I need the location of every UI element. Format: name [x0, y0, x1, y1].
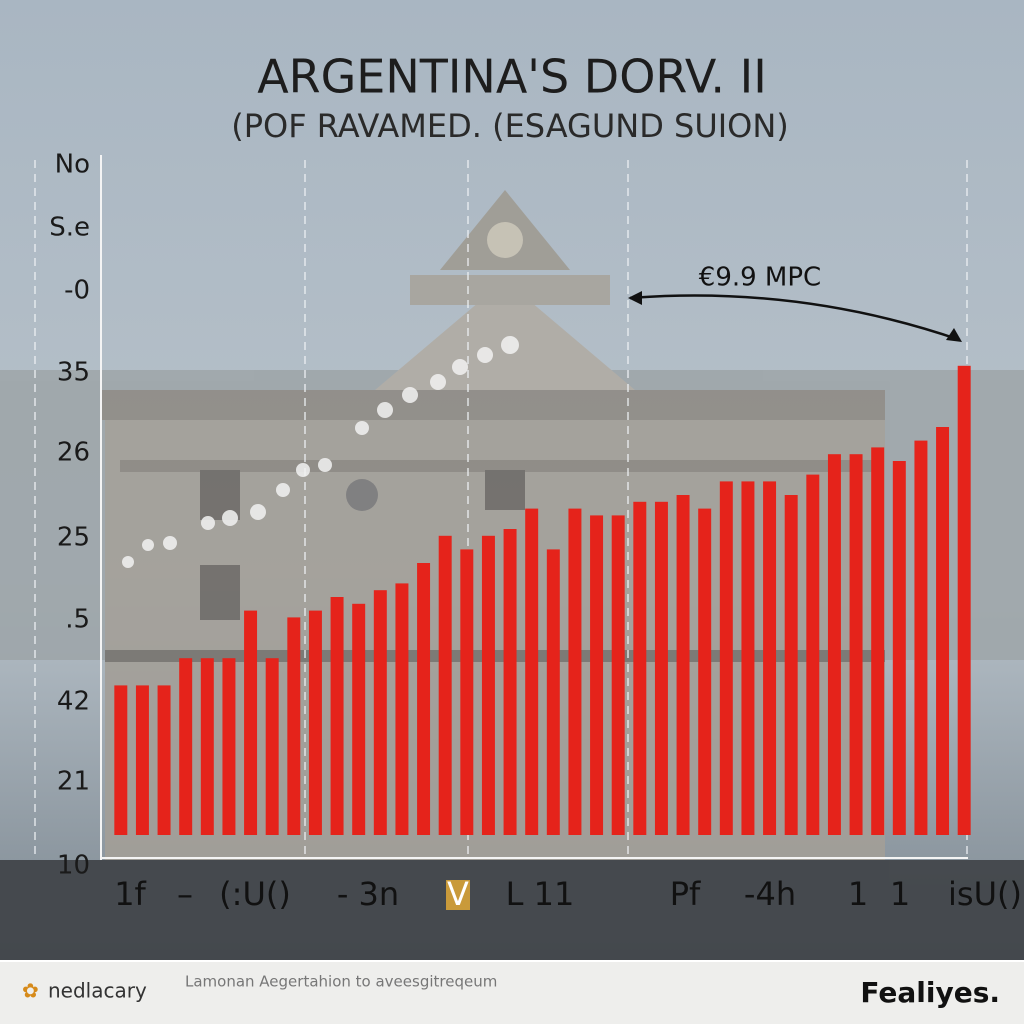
x-label-box	[446, 880, 470, 910]
bar	[417, 563, 431, 835]
trend-dots	[122, 336, 519, 568]
y-axis-label: 10	[57, 851, 90, 881]
bar	[633, 501, 647, 835]
arrowhead	[946, 328, 962, 342]
bar	[157, 685, 171, 835]
y-axis-label: 25	[57, 523, 90, 553]
bar	[698, 508, 712, 835]
bar	[568, 508, 582, 835]
y-axis-label: 42	[57, 687, 90, 717]
x-axis-label: isU()	[948, 875, 1022, 913]
bar	[308, 610, 322, 835]
x-axis-label: L 11	[506, 875, 575, 913]
bar	[849, 454, 863, 835]
x-axis-label: 1f	[114, 875, 146, 913]
bar	[373, 590, 387, 835]
bar	[590, 515, 604, 835]
bar	[546, 549, 560, 835]
bar	[330, 597, 344, 835]
bar	[525, 508, 539, 835]
y-axis-label: .5	[65, 605, 90, 635]
chart-title: ARGENTINA'S DORV. II	[257, 50, 767, 104]
bar	[481, 535, 495, 835]
x-axis-label: - 3n	[337, 875, 399, 913]
bar	[265, 658, 279, 835]
footer-brand-right: Fealiyes.	[860, 976, 1000, 1009]
bar	[135, 685, 149, 835]
bar	[914, 440, 928, 835]
chart-subtitle: (POF RAVAMED. (ESAGUND SUION)	[231, 107, 789, 145]
bar	[936, 427, 950, 835]
x-axis-label: (:U()	[219, 875, 291, 913]
bar	[503, 529, 517, 835]
bar	[719, 481, 733, 835]
x-axis-label: Pf	[670, 875, 701, 913]
bar	[676, 495, 690, 835]
bar	[611, 515, 625, 835]
x-axis-label: –	[177, 875, 193, 913]
bar	[244, 610, 258, 835]
bar	[395, 583, 409, 835]
bar	[179, 658, 193, 835]
bar	[460, 549, 474, 835]
y-axis-label: No	[55, 150, 90, 180]
bar	[352, 603, 366, 835]
bar	[784, 495, 798, 835]
bar	[114, 685, 128, 835]
bar	[654, 501, 668, 835]
footer-logo: ✿	[22, 979, 39, 1003]
bar	[200, 658, 214, 835]
x-axis-label: V	[447, 875, 469, 913]
y-axis-label: -0	[64, 276, 90, 306]
bar	[957, 365, 971, 835]
bar	[892, 461, 906, 835]
annotation-arrow	[629, 294, 961, 342]
bar	[438, 535, 452, 835]
bar	[741, 481, 755, 835]
bar	[763, 481, 777, 835]
y-axis-label: 21	[57, 767, 90, 797]
y-axis-label: 35	[57, 358, 90, 388]
bar	[222, 658, 236, 835]
bar	[287, 617, 301, 835]
bar	[871, 447, 885, 835]
footer-caption: Lamonan Aegertahion to aveesgitreqeum	[185, 973, 497, 991]
x-axis-label: 1	[848, 875, 868, 913]
arrowhead	[628, 291, 642, 305]
footer-band	[0, 962, 1024, 1024]
y-axis-label: S.e	[49, 213, 90, 243]
x-axis-label: 1	[890, 875, 910, 913]
x-axis-label: -4h	[744, 875, 796, 913]
bar	[806, 474, 820, 835]
annotation: €9.9 MPC	[699, 263, 821, 293]
bar	[827, 454, 841, 835]
footer-brand-left: nedlacary	[48, 979, 147, 1003]
y-axis-label: 26	[57, 438, 90, 468]
